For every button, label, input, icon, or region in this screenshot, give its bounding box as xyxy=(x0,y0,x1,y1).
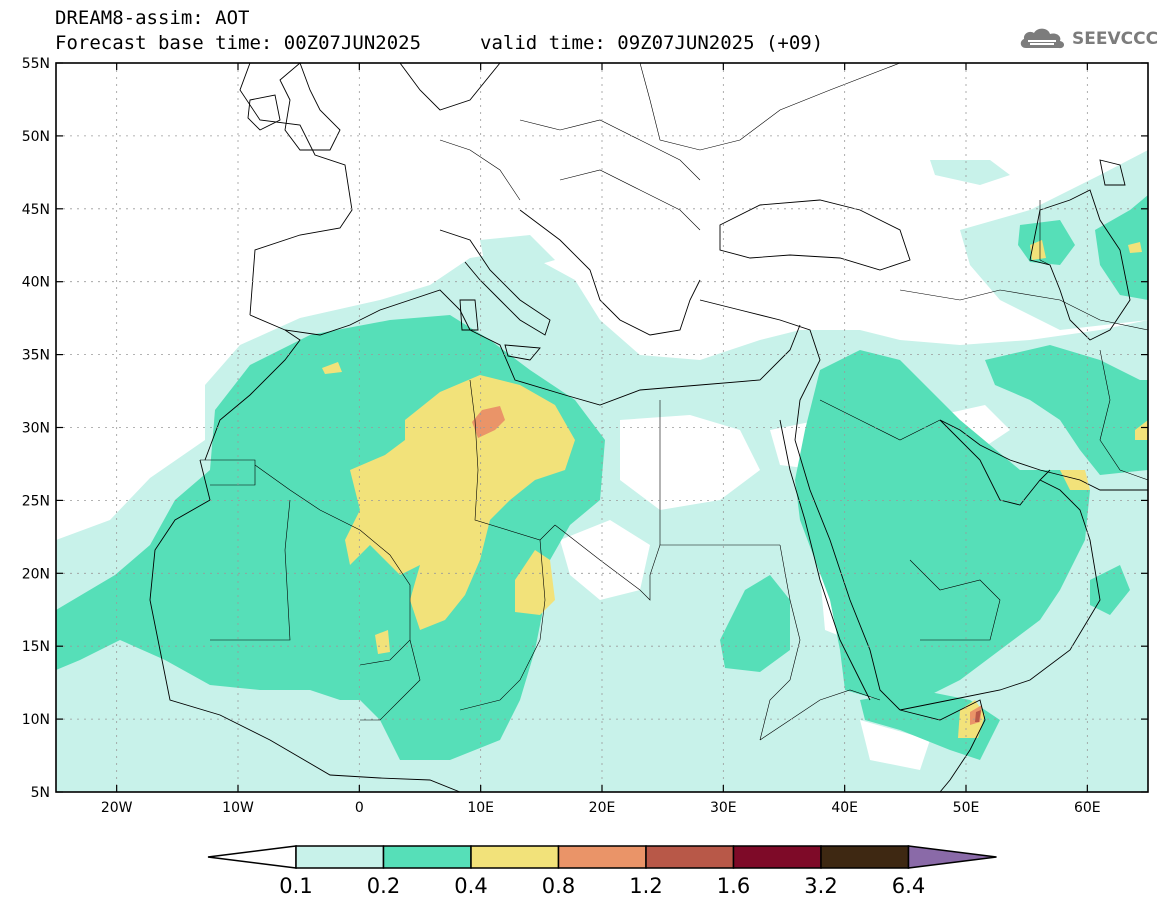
colorbar-level-label: 1.6 xyxy=(717,874,750,898)
coast-levant xyxy=(699,299,821,441)
coast-sicily xyxy=(504,344,541,361)
border-niger-chad xyxy=(459,539,546,711)
colorbar-level-label: 0.8 xyxy=(542,874,575,898)
seevccc-logo: SEEVCCC xyxy=(1018,26,1158,52)
lon-axis: 20W 10W 0 10E 20E 30E 40E 50E 60E xyxy=(101,63,1101,816)
border-mauritania xyxy=(210,499,291,641)
border-iran-north xyxy=(899,289,1148,331)
coast-west-africa xyxy=(149,459,461,792)
border-ethiopia xyxy=(759,689,881,741)
lat-label: 35N xyxy=(22,348,50,364)
lon-label: 20E xyxy=(589,800,616,816)
lat-axis: 55N 50N 45N 40N 35N 30N 25N 20N 15N 10N 5N xyxy=(22,56,1148,801)
coast-north-africa xyxy=(469,324,801,406)
lat-label: 55N xyxy=(22,56,50,72)
colorbar-cell xyxy=(470,845,560,869)
border-balkans-north xyxy=(559,169,701,231)
border-saudi-yemen xyxy=(909,559,1001,641)
forecast-base-time: Forecast base time: 00Z07JUN2025 xyxy=(55,32,422,54)
coast-morocco xyxy=(204,329,301,461)
lon-label: 0 xyxy=(355,800,364,816)
lon-label: 50E xyxy=(953,800,980,816)
colorbar-level-label: 6.4 xyxy=(892,874,925,898)
lat-label: 45N xyxy=(22,202,50,218)
lat-label: 10N xyxy=(22,712,50,728)
coast-red-sea-east xyxy=(794,439,901,711)
lon-label: 60E xyxy=(1074,800,1101,816)
aot-band-1.2 xyxy=(975,710,981,722)
colorbar-cell xyxy=(820,845,910,869)
colorbar-level-label: 0.4 xyxy=(454,874,487,898)
border-western-sahara xyxy=(200,459,256,486)
lat-label: 40N xyxy=(22,275,50,291)
lat-label: 5N xyxy=(31,785,50,801)
border-alps xyxy=(439,139,521,201)
coast-sardinia xyxy=(459,299,479,331)
coast-italy xyxy=(439,229,551,336)
lon-label: 30E xyxy=(710,800,737,816)
coast-black-sea xyxy=(719,199,911,271)
map-title: DREAM8-assim: AOT xyxy=(55,7,250,29)
lon-label: 40E xyxy=(831,800,858,816)
border-kazakh xyxy=(1039,200,1051,266)
border-algeria-libya xyxy=(469,379,556,541)
colorbar-level-label: 1.2 xyxy=(629,874,662,898)
coast-ireland xyxy=(247,94,281,131)
colorbar-low-arrow xyxy=(207,845,297,869)
colorbar-labels: 0.1 0.2 0.4 0.8 1.2 1.6 3.2 6.4 xyxy=(279,874,925,898)
coast-britain xyxy=(279,63,341,151)
lon-label: 10E xyxy=(467,800,494,816)
country-borders xyxy=(200,63,1148,741)
coast-iberia-south xyxy=(249,289,471,336)
lon-label: 10W xyxy=(222,800,254,816)
logo-text: SEEVCCC xyxy=(1072,29,1159,49)
border-niger-nigeria xyxy=(360,639,421,721)
colorbar-cell xyxy=(557,845,647,869)
border-algeria-mali xyxy=(254,464,411,666)
colorbar-high-arrow xyxy=(907,845,997,869)
colorbar: 0.1 0.2 0.4 0.8 1.2 1.6 3.2 6.4 xyxy=(207,845,997,898)
colorbar-cells xyxy=(295,845,997,869)
colorbar-cell xyxy=(732,845,822,869)
cloud-icon xyxy=(1020,28,1065,49)
coast-arabia-south xyxy=(899,479,1101,711)
colorbar-level-label: 0.1 xyxy=(279,874,312,898)
lat-label: 50N xyxy=(22,129,50,145)
gridlines xyxy=(56,63,1148,792)
border-eastern-europe xyxy=(639,63,901,151)
colorbar-cell xyxy=(382,845,472,869)
lat-label: 25N xyxy=(22,493,50,509)
valid-time: valid time: 09Z07JUN2025 (+09) xyxy=(480,32,824,54)
colorbar-cell xyxy=(645,845,735,869)
colorbar-level-label: 3.2 xyxy=(804,874,837,898)
colorbar-cell xyxy=(295,845,385,869)
coast-iran xyxy=(939,419,1148,491)
coast-aral xyxy=(1099,159,1126,186)
border-central-europe xyxy=(519,119,701,181)
coastlines xyxy=(149,63,1148,792)
coast-western-europe xyxy=(239,63,353,316)
lat-label: 20N xyxy=(22,566,50,582)
lat-label: 30N xyxy=(22,421,50,437)
border-sudan xyxy=(759,544,801,741)
border-iran-pakistan xyxy=(1099,349,1148,481)
lon-label: 20W xyxy=(101,800,133,816)
coast-persian-gulf xyxy=(939,419,1051,506)
coast-red-sea-west xyxy=(779,419,871,701)
lat-label: 15N xyxy=(22,639,50,655)
coast-baltic xyxy=(399,63,501,111)
border-saudi-jordan xyxy=(819,399,941,441)
coast-somalia xyxy=(899,699,986,792)
coast-balkans xyxy=(519,209,701,336)
colorbar-level-label: 0.2 xyxy=(367,874,400,898)
